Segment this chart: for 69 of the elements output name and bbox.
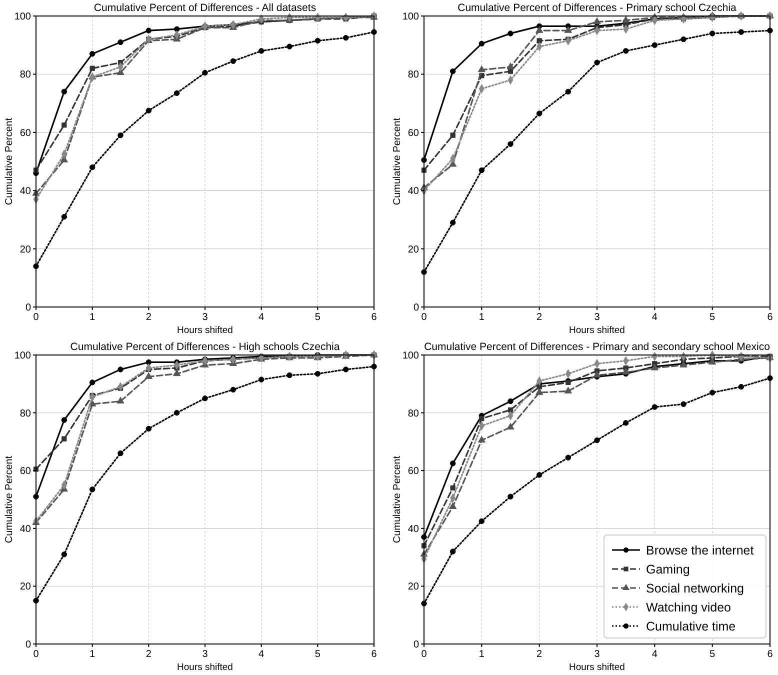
- y-tick-label: 20: [20, 244, 32, 256]
- y-tick-label: 20: [408, 244, 420, 256]
- y-tick-label: 80: [20, 408, 32, 420]
- x-axis-title: Hours shifted: [569, 325, 625, 336]
- y-tick-label: 60: [20, 466, 32, 478]
- y-tick-label: 60: [20, 128, 32, 139]
- legend-label: Social networking: [646, 582, 744, 596]
- y-tick-label: 40: [408, 524, 420, 535]
- x-axis-title: Hours shifted: [569, 662, 625, 673]
- x-tick-label: 0: [33, 312, 40, 323]
- y-tick-label: 20: [408, 582, 420, 593]
- x-tick-label: 5: [710, 312, 716, 323]
- chart-title: Cumulative Percent of Differences - Primary school Czechia: [458, 2, 737, 14]
- x-tick-label: 5: [314, 312, 321, 323]
- x-tick-label: 3: [202, 649, 208, 660]
- chart-title: Cumulative Percent of Differences - Primary and secondary school Mexico: [424, 341, 770, 353]
- y-tick-label: 100: [402, 350, 420, 362]
- x-tick-label: 4: [258, 312, 265, 323]
- y-tick-label: 100: [14, 12, 32, 22]
- x-tick-label: 5: [710, 649, 716, 660]
- chart-title: Cumulative Percent of Differences - High schools Czechia: [70, 341, 340, 353]
- y-axis-title: Cumulative Percent: [4, 118, 15, 206]
- y-tick-label: 60: [408, 466, 420, 478]
- x-tick-label: 0: [421, 649, 428, 660]
- legend-label: Watching video: [646, 600, 732, 614]
- y-tick-label: 0: [413, 302, 420, 314]
- x-tick-label: 0: [421, 312, 428, 323]
- y-tick-label: 20: [20, 582, 32, 593]
- x-tick-label: 6: [371, 312, 378, 323]
- x-tick-label: 1: [90, 312, 96, 323]
- y-tick-label: 0: [413, 640, 420, 650]
- y-tick-label: 80: [20, 70, 32, 81]
- y-tick-label: 0: [25, 302, 32, 314]
- legend-label: Gaming: [646, 562, 690, 576]
- x-axis-title: Hours shifted: [177, 662, 233, 673]
- x-tick-label: 1: [478, 312, 485, 323]
- x-tick-label: 2: [536, 649, 543, 660]
- x-tick-label: 6: [767, 649, 774, 660]
- y-axis-title: Cumulative Percent: [4, 456, 15, 544]
- y-tick-label: 60: [408, 128, 420, 139]
- chart-title: Cumulative Percent of Differences - All datasets: [94, 2, 316, 14]
- x-tick-label: 6: [767, 312, 774, 323]
- x-tick-label: 3: [594, 312, 600, 323]
- legend-label: Cumulative time: [646, 620, 736, 634]
- y-tick-label: 40: [20, 186, 32, 198]
- x-tick-label: 2: [146, 649, 152, 660]
- x-tick-label: 4: [652, 312, 658, 323]
- y-tick-label: 40: [20, 524, 32, 535]
- y-tick-label: 0: [25, 640, 32, 650]
- x-tick-label: 3: [202, 312, 208, 323]
- x-tick-label: 6: [371, 649, 378, 660]
- x-axis-title: Hours shifted: [177, 325, 233, 336]
- y-tick-label: 100: [402, 12, 420, 22]
- y-tick-label: 40: [408, 186, 420, 198]
- x-tick-label: 5: [314, 649, 321, 660]
- y-tick-label: 100: [14, 350, 32, 362]
- x-tick-label: 3: [594, 649, 600, 660]
- y-axis-title: Cumulative Percent: [392, 456, 403, 544]
- x-tick-label: 1: [90, 649, 96, 660]
- x-tick-label: 0: [33, 649, 40, 660]
- y-tick-label: 80: [408, 408, 420, 420]
- x-tick-label: 4: [258, 649, 265, 660]
- legend-label: Browse the internet: [646, 544, 754, 558]
- x-tick-label: 2: [536, 312, 543, 323]
- x-tick-label: 2: [146, 312, 152, 323]
- y-tick-label: 80: [408, 70, 420, 81]
- x-tick-label: 4: [652, 649, 658, 660]
- y-axis-title: Cumulative Percent: [392, 118, 403, 206]
- x-tick-label: 1: [478, 649, 485, 660]
